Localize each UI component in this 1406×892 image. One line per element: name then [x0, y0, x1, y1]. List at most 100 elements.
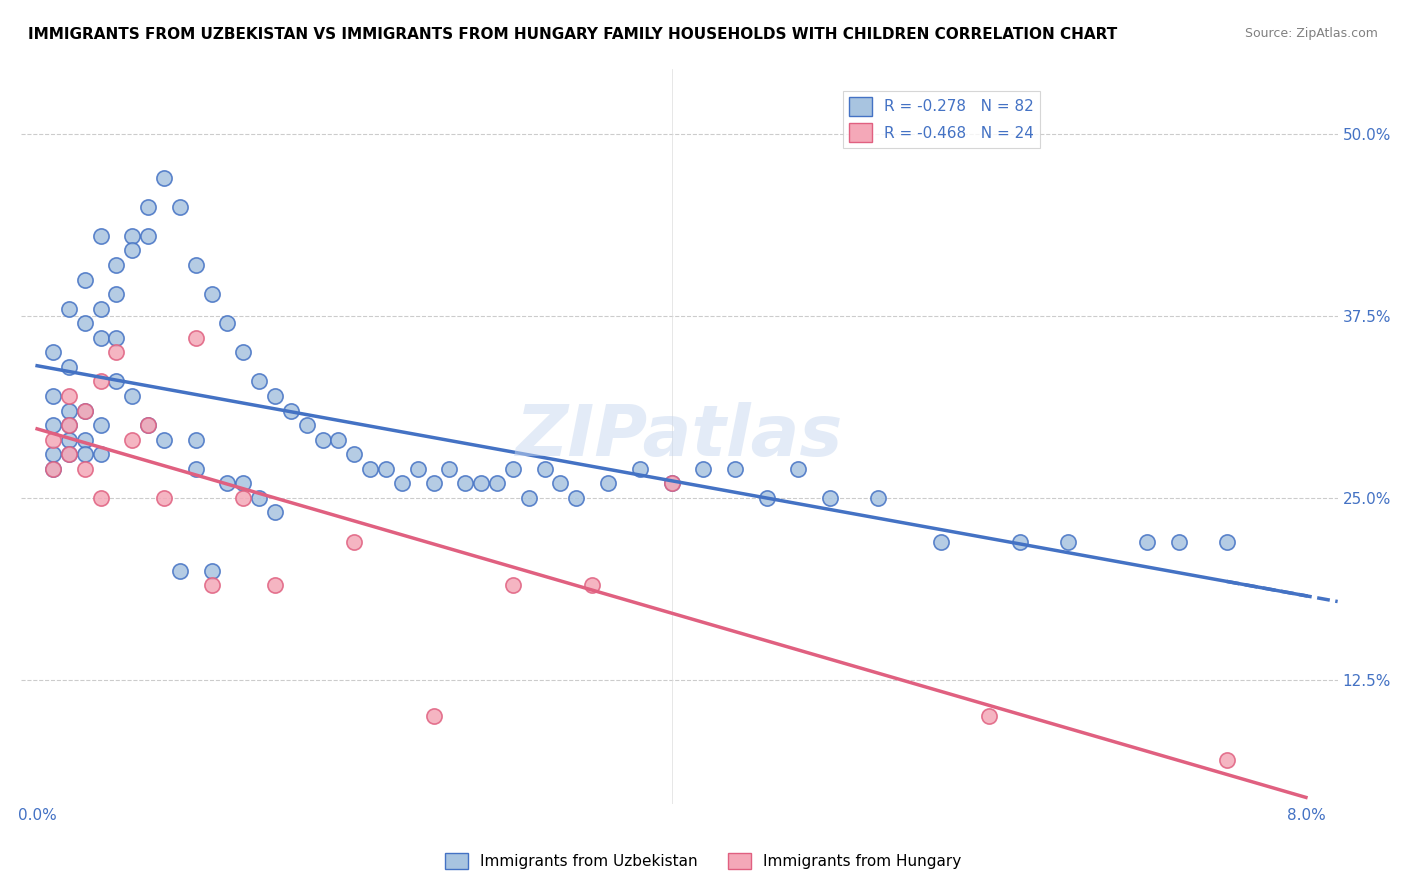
Immigrants from Uzbekistan: [280, 403, 302, 417]
Immigrants from Hungary: [105, 345, 128, 359]
Immigrants from Uzbekistan: [628, 462, 651, 476]
Immigrants from Hungary: [153, 491, 176, 505]
Immigrants from Hungary: [73, 403, 96, 417]
Immigrants from Hungary: [90, 375, 112, 389]
Immigrants from Uzbekistan: [295, 418, 318, 433]
Immigrants from Uzbekistan: [90, 228, 112, 243]
Immigrants from Uzbekistan: [90, 331, 112, 345]
Immigrants from Uzbekistan: [184, 433, 207, 447]
Immigrants from Uzbekistan: [58, 418, 80, 433]
Immigrants from Hungary: [661, 476, 683, 491]
Immigrants from Hungary: [184, 331, 207, 345]
Immigrants from Uzbekistan: [375, 462, 398, 476]
Immigrants from Uzbekistan: [136, 418, 159, 433]
Immigrants from Uzbekistan: [406, 462, 429, 476]
Immigrants from Hungary: [422, 709, 444, 723]
Immigrants from Uzbekistan: [1057, 534, 1080, 549]
Immigrants from Uzbekistan: [73, 433, 96, 447]
Immigrants from Uzbekistan: [73, 403, 96, 417]
Immigrants from Uzbekistan: [232, 476, 254, 491]
Immigrants from Hungary: [977, 709, 1000, 723]
Immigrants from Uzbekistan: [565, 491, 588, 505]
Immigrants from Hungary: [58, 389, 80, 403]
Immigrants from Hungary: [200, 578, 222, 592]
Immigrants from Uzbekistan: [232, 345, 254, 359]
Immigrants from Uzbekistan: [200, 564, 222, 578]
Immigrants from Uzbekistan: [73, 272, 96, 286]
Immigrants from Uzbekistan: [264, 506, 287, 520]
Immigrants from Uzbekistan: [517, 491, 540, 505]
Text: IMMIGRANTS FROM UZBEKISTAN VS IMMIGRANTS FROM HUNGARY FAMILY HOUSEHOLDS WITH CHI: IMMIGRANTS FROM UZBEKISTAN VS IMMIGRANTS…: [28, 27, 1118, 42]
Immigrants from Hungary: [502, 578, 524, 592]
Immigrants from Uzbekistan: [58, 447, 80, 461]
Immigrants from Uzbekistan: [42, 418, 65, 433]
Immigrants from Uzbekistan: [42, 447, 65, 461]
Immigrants from Uzbekistan: [359, 462, 381, 476]
Immigrants from Uzbekistan: [169, 200, 191, 214]
Immigrants from Uzbekistan: [153, 170, 176, 185]
Immigrants from Hungary: [343, 534, 366, 549]
Immigrants from Uzbekistan: [596, 476, 619, 491]
Immigrants from Uzbekistan: [866, 491, 889, 505]
Immigrants from Uzbekistan: [1168, 534, 1191, 549]
Immigrants from Uzbekistan: [787, 462, 810, 476]
Immigrants from Uzbekistan: [217, 316, 239, 330]
Immigrants from Uzbekistan: [692, 462, 714, 476]
Text: Source: ZipAtlas.com: Source: ZipAtlas.com: [1244, 27, 1378, 40]
Immigrants from Uzbekistan: [343, 447, 366, 461]
Immigrants from Uzbekistan: [184, 462, 207, 476]
Immigrants from Uzbekistan: [1215, 534, 1237, 549]
Immigrants from Uzbekistan: [42, 462, 65, 476]
Immigrants from Uzbekistan: [439, 462, 461, 476]
Immigrants from Uzbekistan: [470, 476, 492, 491]
Immigrants from Uzbekistan: [90, 301, 112, 316]
Immigrants from Hungary: [58, 418, 80, 433]
Immigrants from Uzbekistan: [486, 476, 509, 491]
Immigrants from Uzbekistan: [105, 331, 128, 345]
Immigrants from Uzbekistan: [184, 258, 207, 272]
Immigrants from Hungary: [58, 447, 80, 461]
Immigrants from Uzbekistan: [533, 462, 555, 476]
Immigrants from Uzbekistan: [121, 228, 143, 243]
Immigrants from Uzbekistan: [264, 389, 287, 403]
Immigrants from Uzbekistan: [661, 476, 683, 491]
Immigrants from Uzbekistan: [247, 491, 270, 505]
Immigrants from Uzbekistan: [136, 228, 159, 243]
Immigrants from Uzbekistan: [58, 403, 80, 417]
Immigrants from Uzbekistan: [311, 433, 333, 447]
Immigrants from Uzbekistan: [58, 301, 80, 316]
Immigrants from Uzbekistan: [136, 200, 159, 214]
Immigrants from Hungary: [42, 433, 65, 447]
Immigrants from Uzbekistan: [90, 418, 112, 433]
Immigrants from Uzbekistan: [42, 389, 65, 403]
Text: ZIPatlas: ZIPatlas: [516, 401, 844, 471]
Immigrants from Hungary: [42, 462, 65, 476]
Immigrants from Hungary: [1215, 753, 1237, 767]
Immigrants from Uzbekistan: [502, 462, 524, 476]
Immigrants from Uzbekistan: [73, 316, 96, 330]
Immigrants from Uzbekistan: [42, 345, 65, 359]
Immigrants from Uzbekistan: [73, 447, 96, 461]
Immigrants from Uzbekistan: [200, 287, 222, 301]
Immigrants from Hungary: [73, 462, 96, 476]
Immigrants from Uzbekistan: [422, 476, 444, 491]
Immigrants from Uzbekistan: [724, 462, 747, 476]
Immigrants from Uzbekistan: [755, 491, 778, 505]
Immigrants from Uzbekistan: [105, 375, 128, 389]
Immigrants from Uzbekistan: [1010, 534, 1032, 549]
Immigrants from Uzbekistan: [58, 433, 80, 447]
Immigrants from Uzbekistan: [454, 476, 477, 491]
Immigrants from Uzbekistan: [169, 564, 191, 578]
Immigrants from Uzbekistan: [58, 359, 80, 374]
Legend: R = -0.278   N = 82, R = -0.468   N = 24: R = -0.278 N = 82, R = -0.468 N = 24: [844, 91, 1040, 148]
Immigrants from Uzbekistan: [550, 476, 572, 491]
Immigrants from Hungary: [136, 418, 159, 433]
Immigrants from Uzbekistan: [153, 433, 176, 447]
Immigrants from Hungary: [121, 433, 143, 447]
Immigrants from Uzbekistan: [391, 476, 413, 491]
Immigrants from Uzbekistan: [105, 287, 128, 301]
Immigrants from Uzbekistan: [121, 244, 143, 258]
Immigrants from Hungary: [232, 491, 254, 505]
Immigrants from Hungary: [581, 578, 603, 592]
Immigrants from Uzbekistan: [121, 389, 143, 403]
